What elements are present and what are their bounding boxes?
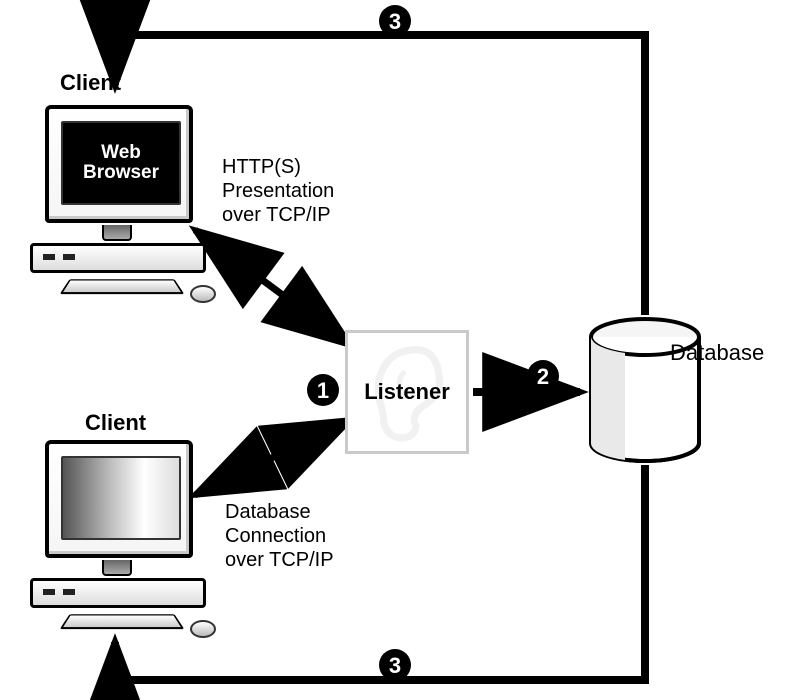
listener-label: Listener [364,379,450,405]
client-bottom-icon [30,430,210,630]
step-badge-2-text: 2 [537,364,549,389]
step-badge-3-bottom-text: 3 [389,653,401,678]
database-icon [585,315,705,465]
listener-node: Listener [345,330,469,454]
database-label: Database [670,340,764,366]
client-top-screen-text: WebBrowser [61,121,181,205]
step-badge-3-top: 3 [379,5,411,37]
client-bottom-screen [61,456,181,540]
connection-bottom-label: DatabaseConnectionover TCP/IP [225,500,334,572]
client-top-label: Client [60,70,121,96]
step-badge-3-bottom: 3 [379,649,411,681]
step-badge-1-text: 1 [317,378,329,403]
database-node [585,315,705,465]
step-badge-1: 1 [307,374,339,406]
connection-top-label: HTTP(S)Presentationover TCP/IP [222,155,334,227]
edge-top-client-listener [195,230,350,345]
step-badge-3-top-text: 3 [389,9,401,34]
edge-bottom-client-listener [195,420,350,495]
step-badge-2: 2 [527,360,559,392]
client-top-icon: WebBrowser [30,95,210,295]
